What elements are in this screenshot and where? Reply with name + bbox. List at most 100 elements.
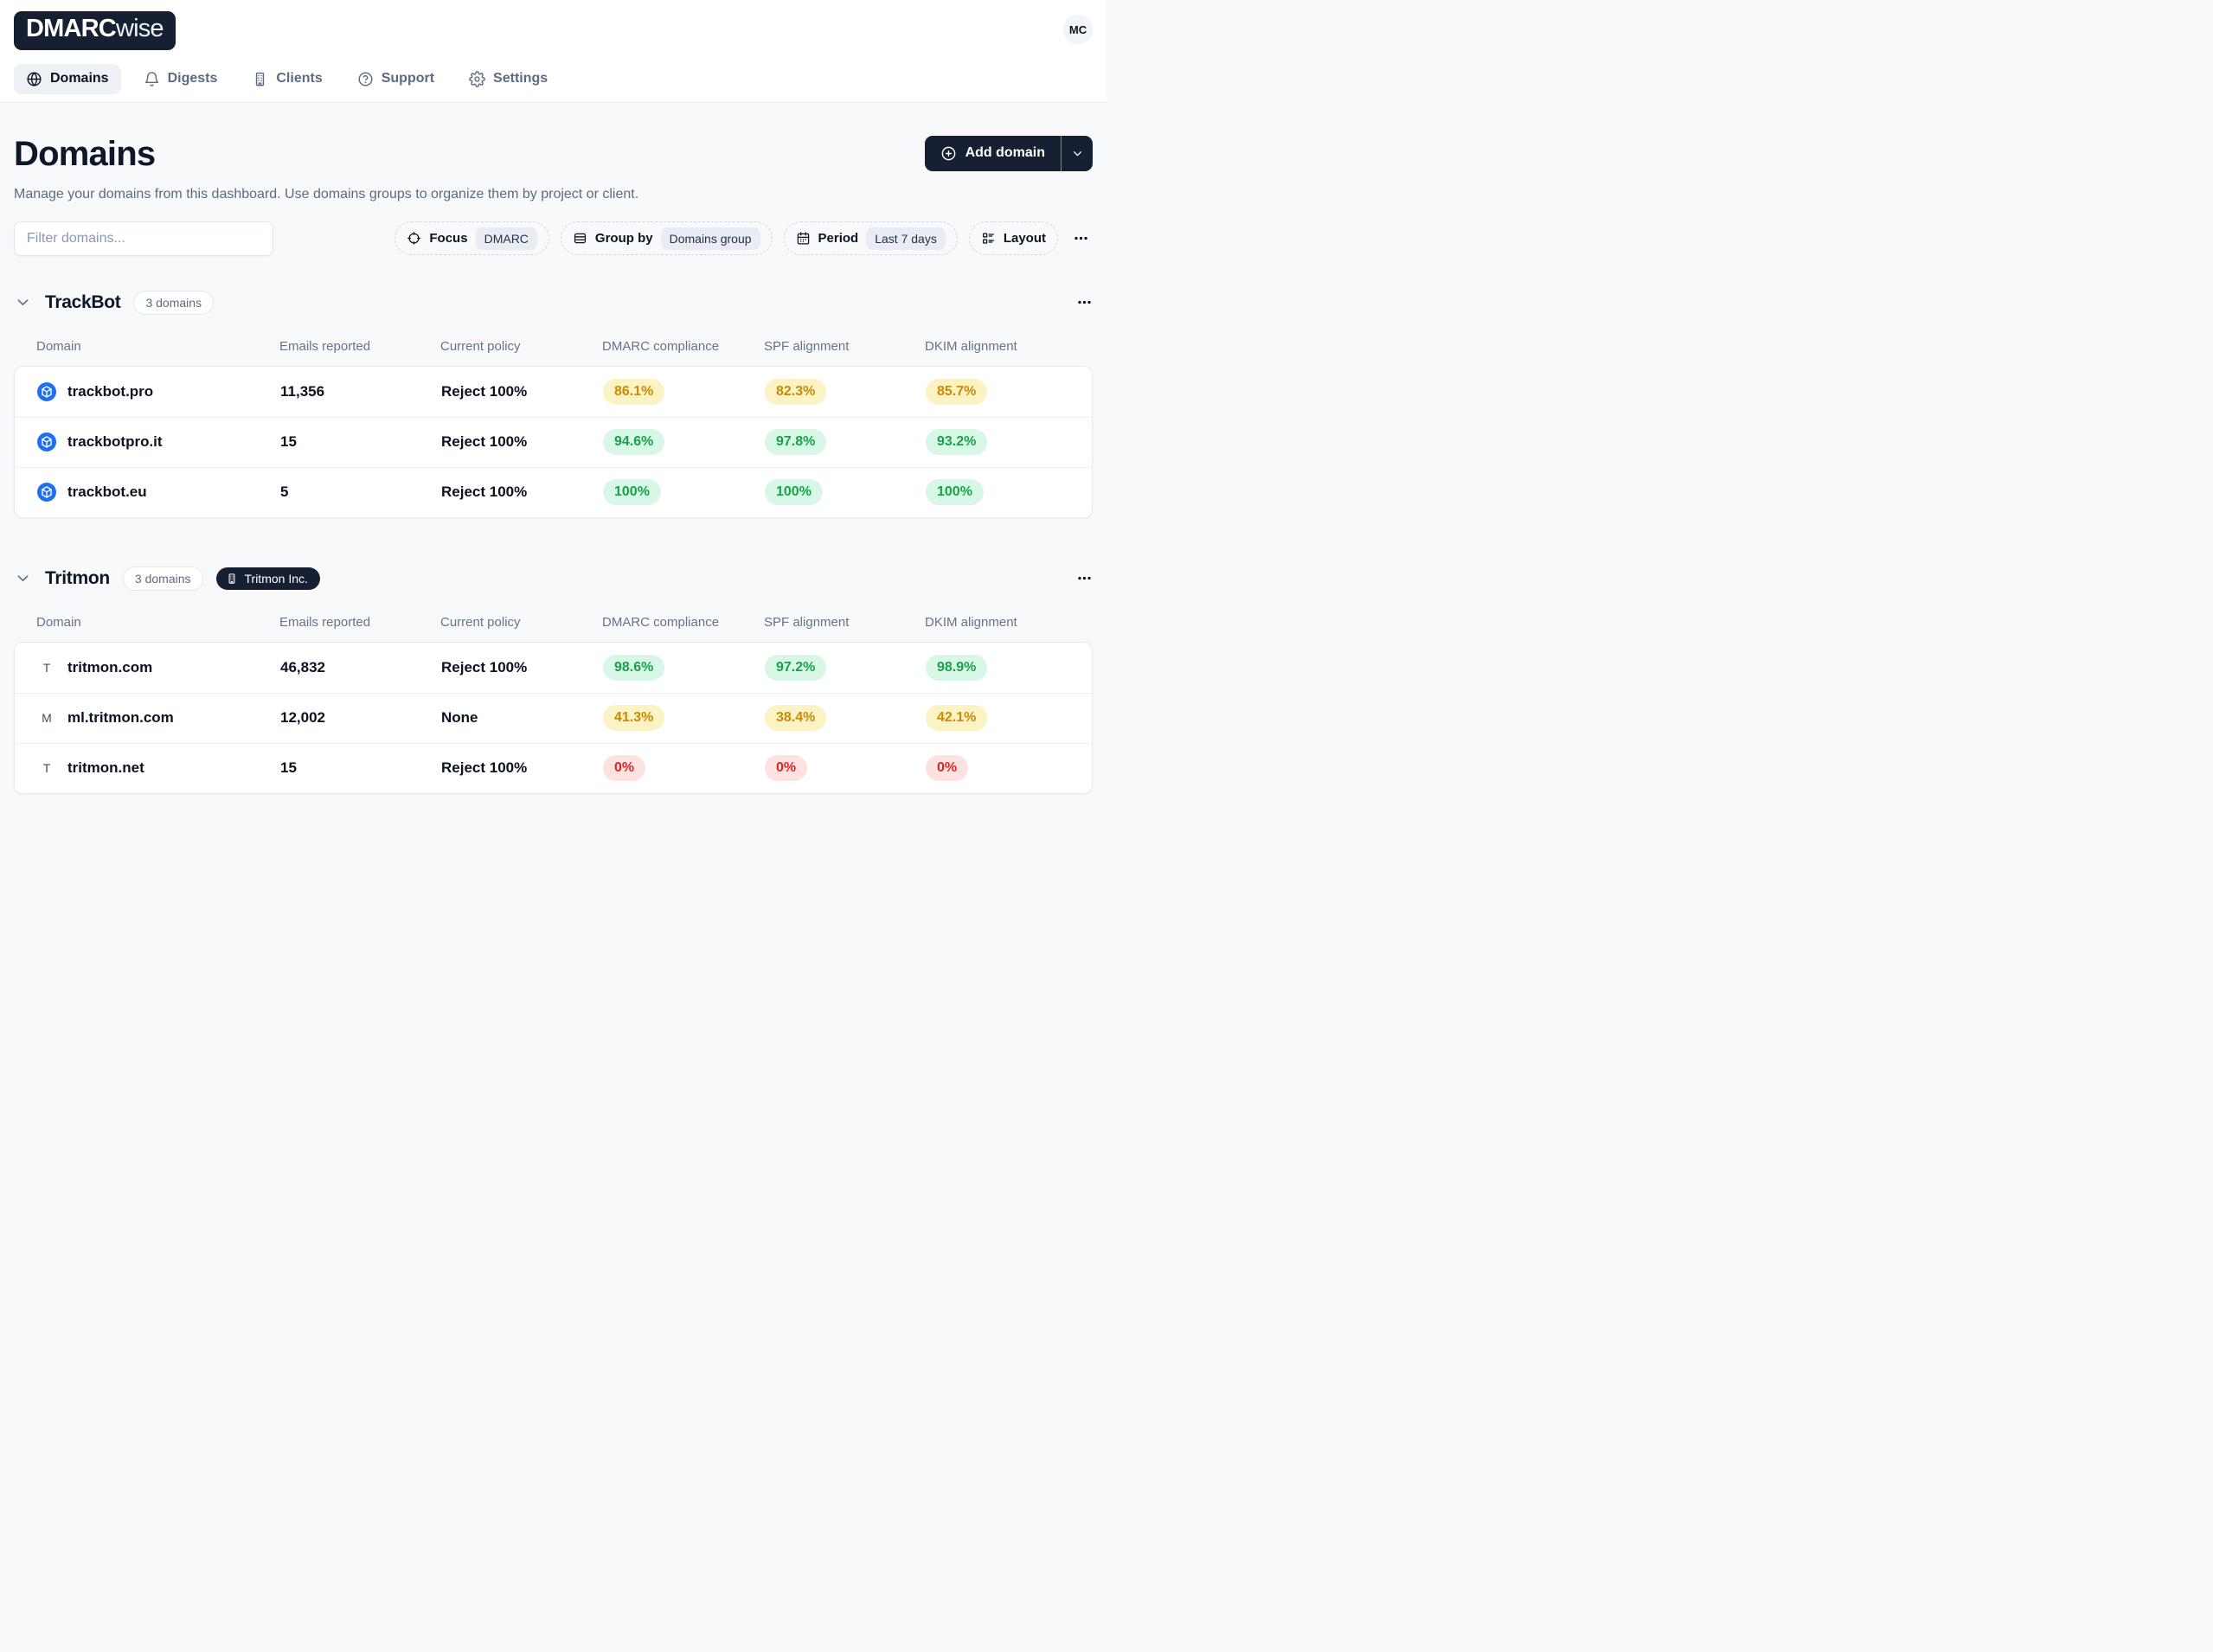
dkim-alignment-badge: 42.1% <box>926 705 988 732</box>
domain-cell: trackbot.eu <box>37 483 280 503</box>
dkim-alignment-badge: 100% <box>926 479 984 506</box>
group-org-badge[interactable]: Tritmon Inc. <box>215 567 320 590</box>
group-menu-button[interactable] <box>1076 570 1093 586</box>
column-header-dmarc-compliance: DMARC compliance <box>602 614 720 630</box>
page-content: Domains Manage your domains from this da… <box>0 103 1106 794</box>
current-policy: None <box>441 709 478 727</box>
domain-group-tritmon: Tritmon 3 domains Tritmon Inc. Domain Emails… <box>14 566 1093 794</box>
brand-logo[interactable]: DMARCwise <box>14 11 176 50</box>
dkim-alignment-badge: 0% <box>926 755 969 782</box>
domain-group-trackbot: TrackBot 3 domains Domain Emails reported Cu… <box>14 290 1093 518</box>
dkim-alignment-cell: 93.2% <box>926 429 1069 456</box>
nav-item-support[interactable]: Support <box>345 64 446 94</box>
dmarc-compliance-badge: 0% <box>603 755 646 782</box>
dmarc-compliance-cell: 41.3% <box>603 705 765 732</box>
group-by-button[interactable]: Group by Domains group <box>560 221 773 256</box>
add-domain-main[interactable]: Add domain <box>925 136 1061 171</box>
group-title: Tritmon <box>45 567 110 588</box>
current-policy: Reject 100% <box>441 382 528 400</box>
domain-groups: TrackBot 3 domains Domain Emails reported Cu… <box>14 290 1093 794</box>
filter-domains-input[interactable] <box>14 221 273 256</box>
domain-favicon-cube-icon <box>37 432 56 452</box>
table-row-trackbot-eu[interactable]: trackbot.eu 5 Reject 100% 100% 100% 100% <box>15 466 1092 517</box>
dmarc-compliance-badge: 100% <box>603 479 661 506</box>
dmarc-compliance-badge: 94.6% <box>603 429 665 456</box>
spf-alignment-cell: 82.3% <box>765 378 926 405</box>
ellipsis-icon <box>1073 230 1089 247</box>
add-domain-caret-button[interactable] <box>1061 135 1093 171</box>
spf-alignment-cell: 100% <box>765 479 926 506</box>
group-by-label: Group by <box>594 231 653 247</box>
dmarc-compliance-badge: 41.3% <box>603 705 665 732</box>
domain-cell: trackbotpro.it <box>37 432 280 452</box>
nav-item-digests[interactable]: Digests <box>131 64 230 94</box>
help-icon <box>357 71 374 87</box>
emails-reported: 15 <box>280 759 297 777</box>
dmarc-compliance-cell: 98.6% <box>603 654 765 681</box>
domain-name: trackbotpro.it <box>67 433 163 451</box>
dmarc-compliance-cell: 86.1% <box>603 378 765 405</box>
domain-name: tritmon.net <box>67 759 144 777</box>
brand-bold: DMARC <box>26 15 117 42</box>
column-header-emails-reported: Emails reported <box>279 338 371 354</box>
table-row-trackbotpro-it[interactable]: trackbotpro.it 15 Reject 100% 94.6% 97.8% 93.… <box>15 416 1092 467</box>
domain-favicon-cube-icon <box>37 483 56 503</box>
group-by-value: Domains group <box>660 227 760 250</box>
column-header-current-policy: Current policy <box>440 338 521 354</box>
domain-letter-icon: T <box>42 660 51 675</box>
dmarc-compliance-cell: 100% <box>603 479 765 506</box>
layout-icon <box>981 231 996 246</box>
dkim-alignment-cell: 0% <box>926 755 1069 782</box>
collapse-group-button[interactable] <box>14 293 32 311</box>
globe-icon <box>26 71 42 87</box>
building-icon <box>252 71 268 87</box>
column-header-spf-alignment: SPF alignment <box>764 614 850 630</box>
spf-alignment-badge: 0% <box>765 755 808 782</box>
spf-alignment-cell: 97.2% <box>765 654 926 681</box>
group-menu-button[interactable] <box>1076 294 1093 311</box>
group-domain-count: 3 domains <box>122 566 203 591</box>
column-header-domain: Domain <box>36 614 81 630</box>
more-options-button[interactable] <box>1069 228 1093 248</box>
collapse-group-button[interactable] <box>14 569 32 587</box>
page-subtitle: Manage your domains from this dashboard.… <box>14 186 639 202</box>
domain-cell: trackbot.pro <box>37 381 280 401</box>
spf-alignment-cell: 38.4% <box>765 705 926 732</box>
period-button[interactable]: Period Last 7 days <box>783 221 958 256</box>
current-policy: Reject 100% <box>441 759 528 777</box>
dkim-alignment-badge: 93.2% <box>926 429 988 456</box>
group-header: TrackBot 3 domains <box>14 290 1093 315</box>
column-header-emails-reported: Emails reported <box>279 614 371 630</box>
dkim-alignment-badge: 85.7% <box>926 378 988 405</box>
domain-letter-icon: T <box>42 761 51 776</box>
column-header-spf-alignment: SPF alignment <box>764 338 850 354</box>
spf-alignment-badge: 82.3% <box>765 378 827 405</box>
layout-button[interactable]: Layout <box>968 221 1058 256</box>
column-header-dkim-alignment: DKIM alignment <box>925 338 1017 354</box>
layout-label: Layout <box>1003 231 1046 247</box>
focus-label: Focus <box>429 231 468 247</box>
dmarc-compliance-cell: 94.6% <box>603 429 765 456</box>
nav-item-domains[interactable]: Domains <box>14 63 121 94</box>
building-icon <box>226 573 238 585</box>
add-domain-label: Add domain <box>965 145 1045 161</box>
domain-name: tritmon.com <box>67 658 153 676</box>
topbar: DMARCwise MC Domains Digests Clients Suppor… <box>0 0 1106 103</box>
nav-item-clients[interactable]: Clients <box>240 64 334 94</box>
emails-reported: 12,002 <box>280 709 325 727</box>
table-row-trackbot-pro[interactable]: trackbot.pro 11,356 Reject 100% 86.1% 82.3% 8… <box>15 367 1092 417</box>
add-domain-button[interactable]: Add domain <box>924 135 1093 171</box>
column-header-current-policy: Current policy <box>440 614 521 630</box>
calendar-icon <box>796 231 811 246</box>
domain-favicon-cube-icon <box>37 381 56 401</box>
user-avatar[interactable]: MC <box>1063 15 1093 44</box>
nav-item-label: Support <box>381 71 435 86</box>
rows-icon <box>573 231 587 246</box>
group-header: Tritmon 3 domains Tritmon Inc. <box>14 566 1093 591</box>
focus-button[interactable]: Focus DMARC <box>394 221 549 256</box>
nav-item-settings[interactable]: Settings <box>457 64 560 94</box>
